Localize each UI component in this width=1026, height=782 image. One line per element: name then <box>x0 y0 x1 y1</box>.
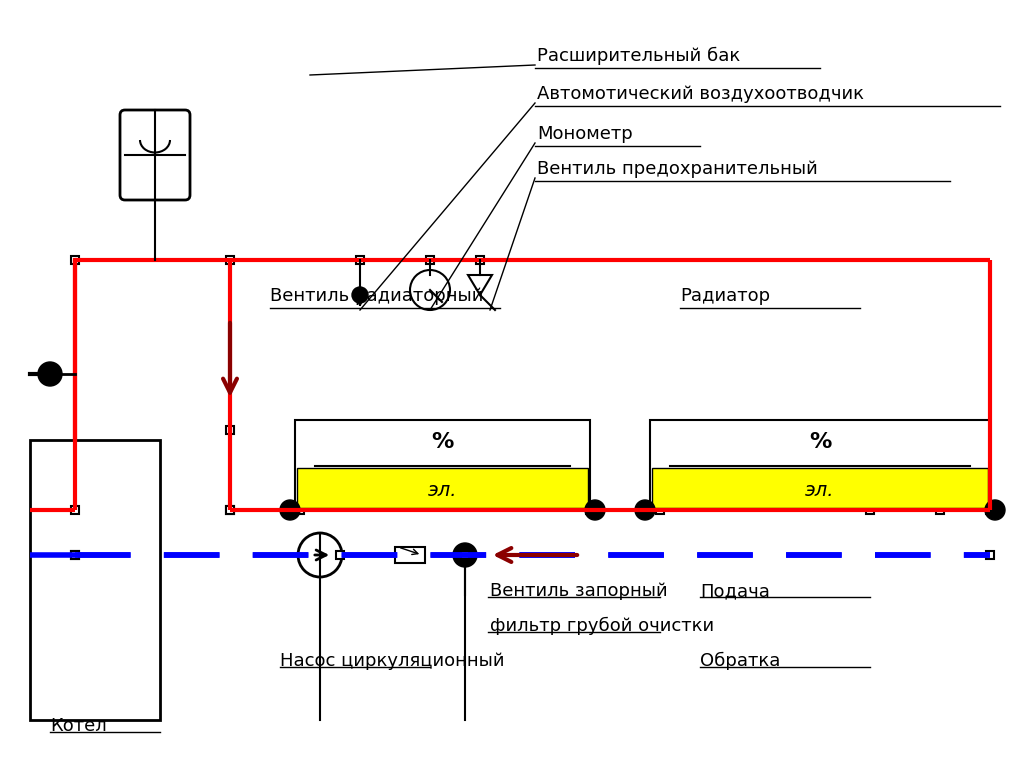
Text: %: % <box>431 432 453 453</box>
Bar <box>461 551 469 559</box>
Bar <box>226 506 234 514</box>
Bar <box>71 506 79 514</box>
Text: Котел: Котел <box>50 717 107 735</box>
Text: Радиатор: Радиатор <box>680 287 771 305</box>
Bar <box>986 551 994 559</box>
Text: Подача: Подача <box>700 582 770 600</box>
Bar <box>30 440 160 720</box>
Text: Вентиль запорный: Вентиль запорный <box>490 582 668 600</box>
Text: фильтр грубой очистки: фильтр грубой очистки <box>490 617 714 635</box>
Bar <box>226 506 234 514</box>
Circle shape <box>352 287 368 303</box>
Text: Монометр: Монометр <box>537 125 633 143</box>
Bar <box>295 506 304 514</box>
Bar <box>936 506 944 514</box>
Text: Расширительный бак: Расширительный бак <box>537 47 740 65</box>
Text: %: % <box>808 432 831 453</box>
Text: Автомотический воздухоотводчик: Автомотический воздухоотводчик <box>537 85 864 103</box>
Bar <box>986 506 994 514</box>
Bar <box>656 506 664 514</box>
Bar <box>476 256 484 264</box>
Text: Вентиль радиаторный: Вентиль радиаторный <box>270 287 483 305</box>
Circle shape <box>585 500 605 520</box>
Text: Обратка: Обратка <box>700 651 781 670</box>
Circle shape <box>985 500 1005 520</box>
Bar <box>652 468 988 508</box>
Bar <box>356 256 364 264</box>
Circle shape <box>38 362 62 386</box>
Text: Вентиль предохранительный: Вентиль предохранительный <box>537 160 818 178</box>
Text: Насос циркуляционный: Насос циркуляционный <box>280 652 505 670</box>
Circle shape <box>453 543 477 567</box>
Bar <box>336 551 344 559</box>
Bar <box>395 547 425 563</box>
Bar <box>650 420 990 510</box>
Text: эл.: эл. <box>805 481 835 500</box>
Bar <box>586 506 594 514</box>
Bar <box>71 551 79 559</box>
Bar <box>866 506 874 514</box>
Bar <box>226 256 234 264</box>
Circle shape <box>635 500 655 520</box>
Bar <box>71 256 79 264</box>
Circle shape <box>280 500 300 520</box>
Bar <box>226 426 234 434</box>
Bar <box>295 420 590 510</box>
Text: эл.: эл. <box>428 481 458 500</box>
Bar <box>426 256 434 264</box>
Bar <box>297 468 588 508</box>
Bar <box>71 551 79 559</box>
